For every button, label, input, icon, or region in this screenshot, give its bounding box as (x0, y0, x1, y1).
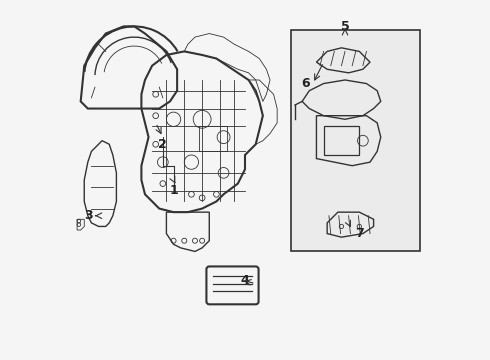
Bar (323, 126, 359, 155)
Bar (198, 126, 227, 152)
Text: 3: 3 (85, 209, 93, 222)
Text: 2: 2 (158, 138, 167, 151)
Text: 1: 1 (169, 184, 178, 197)
Text: 4: 4 (241, 274, 249, 287)
Text: 6: 6 (301, 77, 310, 90)
Bar (292, 30, 420, 251)
Text: 5: 5 (341, 20, 349, 33)
Text: 7: 7 (355, 227, 364, 240)
